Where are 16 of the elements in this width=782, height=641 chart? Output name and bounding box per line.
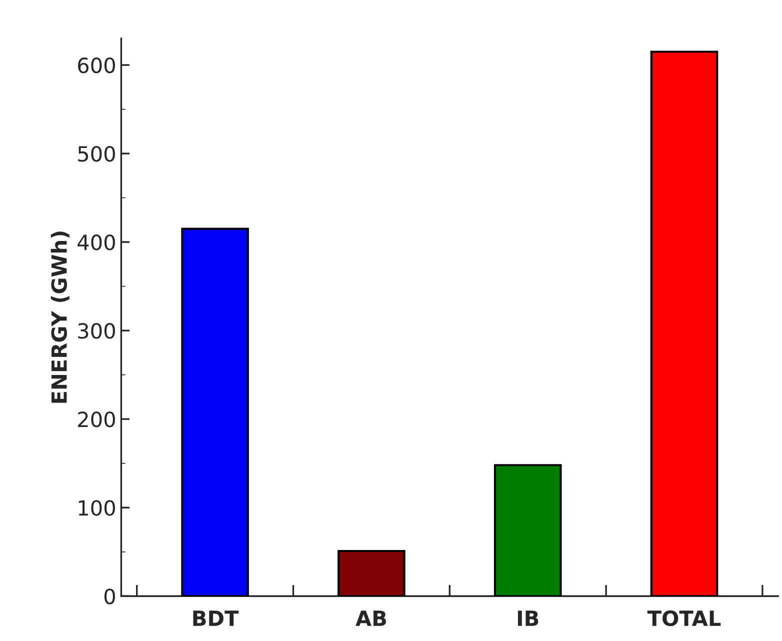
y-tick-label: 200 bbox=[78, 412, 115, 428]
y-tick-label: 500 bbox=[78, 146, 115, 162]
x-tick-label: AB bbox=[356, 610, 386, 626]
bar bbox=[338, 550, 406, 596]
x-tick-label: BDT bbox=[193, 610, 239, 626]
y-tick-label: 400 bbox=[78, 234, 115, 250]
x-tick-label: IB bbox=[518, 610, 538, 626]
y-tick-label: 300 bbox=[78, 323, 115, 339]
y-axis-title: ENERGY (GWh) bbox=[50, 232, 70, 403]
bar bbox=[181, 228, 249, 596]
y-tick-label: 0 bbox=[104, 588, 115, 604]
x-tick-label: TOTAL bbox=[647, 610, 721, 626]
y-tick-label: 100 bbox=[78, 500, 115, 516]
bar bbox=[494, 464, 562, 596]
bar bbox=[650, 50, 718, 596]
y-tick-label: 600 bbox=[78, 57, 115, 74]
